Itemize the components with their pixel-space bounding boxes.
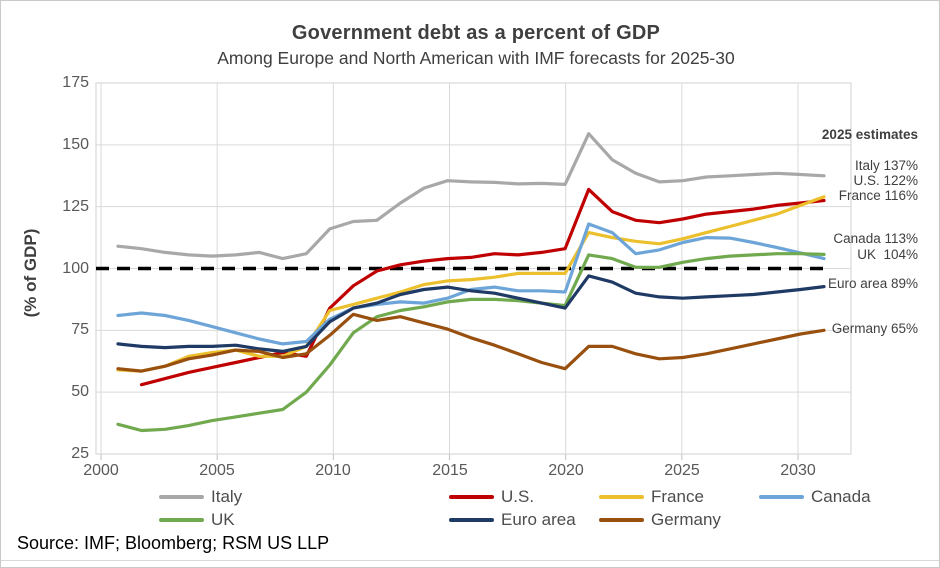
us-line-swatch [449, 495, 494, 499]
legend-item-germany: Germany [599, 510, 721, 530]
euro-area-line-swatch [449, 518, 494, 522]
legend-label-germany: Germany [651, 510, 721, 529]
legend-item-canada: Canada [759, 487, 871, 507]
x-tick-2005: 2005 [199, 462, 235, 479]
y-tick-100: 100 [62, 260, 89, 277]
x-tick-2025: 2025 [664, 462, 700, 479]
annotation-us: U.S. 122% [853, 173, 918, 188]
legend-label-us: U.S. [501, 487, 535, 506]
italy-line-swatch [159, 495, 204, 499]
legend-label-uk: UK [211, 510, 235, 529]
y-tick-175: 175 [62, 74, 89, 91]
series-line-italy [116, 132, 826, 261]
chart-subtitle: Among Europe and North American with IMF… [217, 48, 735, 68]
annotation-italy: Italy 137% [854, 158, 918, 173]
x-tick-2010: 2010 [315, 462, 351, 479]
x-tick-2020: 2020 [548, 462, 584, 479]
x-tick-2000: 2000 [83, 462, 119, 479]
legend-label-euro-area: Euro area [501, 510, 576, 529]
source-text: Source: IMF; Bloomberg; RSM US LLP [17, 533, 330, 553]
canada-line-swatch [759, 495, 804, 499]
germany-line-swatch [599, 518, 644, 522]
series-line-canada [116, 222, 826, 346]
legend-item-italy: Italy [159, 487, 242, 507]
legend-item-us: U.S. [449, 487, 534, 507]
y-tick-75: 75 [71, 321, 89, 338]
x-tick-2030: 2030 [780, 462, 816, 479]
y-tick-125: 125 [62, 198, 89, 215]
series-line-uk [116, 252, 826, 433]
legend-label-canada: Canada [811, 487, 871, 506]
y-tick-150: 150 [62, 136, 89, 153]
series-line-germany [116, 312, 826, 373]
france-line-swatch [599, 495, 644, 499]
annotation-canada: Canada 113% [833, 231, 918, 246]
uk-line-swatch [159, 518, 204, 522]
series-line-u-s- [139, 187, 826, 387]
legend-label-italy: Italy [211, 487, 243, 506]
series-line-euro-area [116, 274, 826, 353]
chart-title: Government debt as a percent of GDP [291, 22, 661, 44]
annotation-france: France 116% [838, 188, 918, 203]
y-tick-25: 25 [71, 445, 89, 462]
x-tick-2015: 2015 [432, 462, 468, 479]
legend-item-france: France [599, 487, 704, 507]
annotation-uk: UK 104% [857, 247, 918, 262]
annotation-euro-area: Euro area 89% [827, 276, 918, 291]
legend-item-uk: UK [159, 510, 235, 530]
y-tick-50: 50 [71, 383, 89, 400]
annotation-germany: Germany 65% [831, 321, 918, 336]
legend-item-euro-area: Euro area [449, 510, 576, 530]
bottom-divider [1, 560, 939, 561]
legend-label-france: France [651, 487, 704, 506]
annotation-header: 2025 estimates [821, 127, 918, 142]
